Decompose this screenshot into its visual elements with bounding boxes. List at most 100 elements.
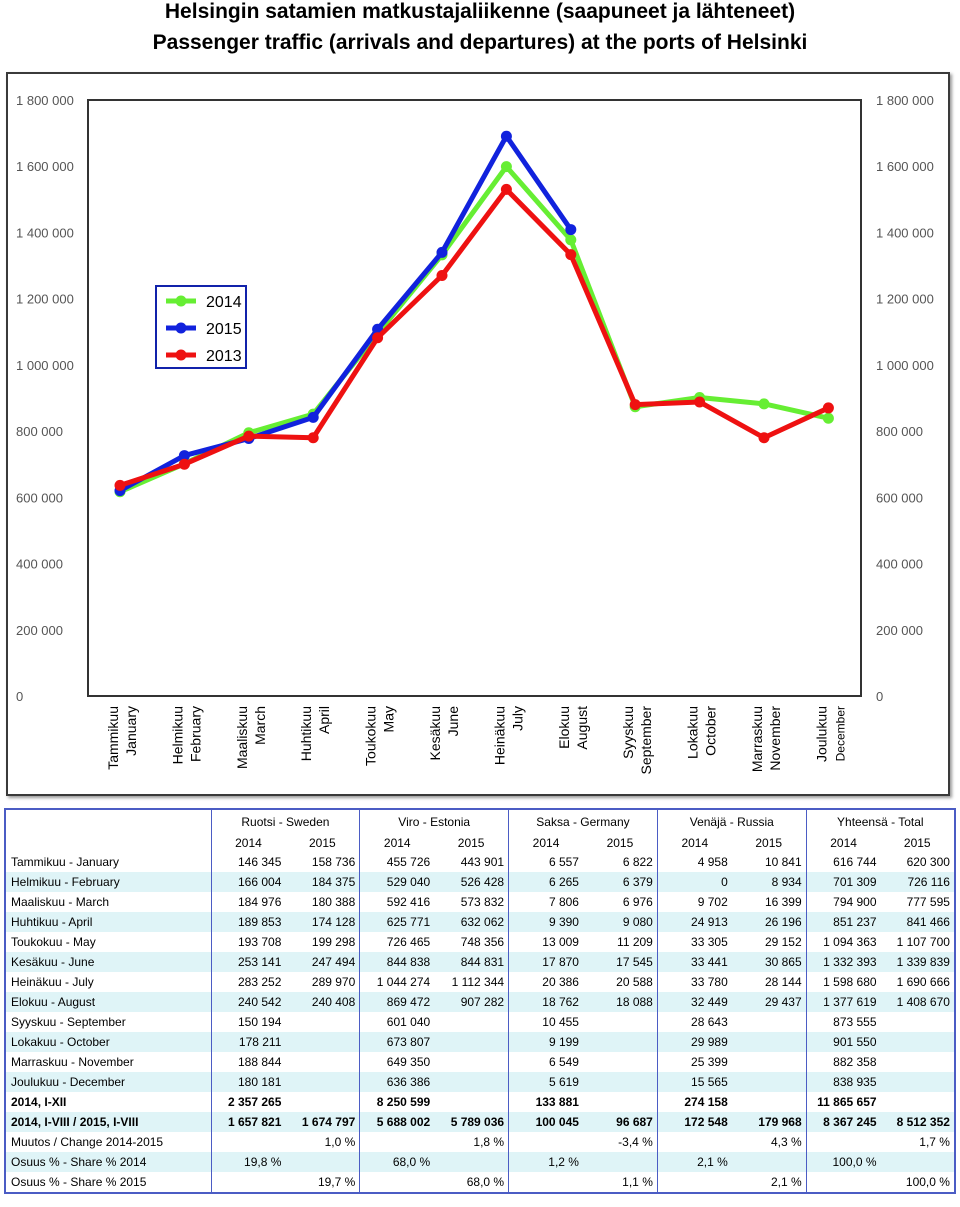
table-cell: 2,1 % — [731, 1172, 807, 1193]
table-cell — [582, 1032, 658, 1052]
row-label: 2014, I-XII — [5, 1092, 212, 1112]
table-cell — [582, 1152, 658, 1172]
table-cell — [731, 1092, 807, 1112]
table-cell: 9 080 — [582, 912, 658, 932]
table-cell — [434, 1092, 510, 1112]
y-tick-label-right: 1 400 000 — [876, 225, 934, 240]
table-cell: 7 806 — [548, 895, 579, 909]
table-cell: 11 209 — [582, 932, 658, 952]
x-tick-label-fi: Kesäkuu — [427, 706, 443, 760]
table-row: 2014, I-XII 2 357 265 8 250 599 133 881 274 … — [5, 1092, 955, 1112]
legend-marker-2015 — [175, 322, 187, 334]
x-tick-label-en: October — [703, 706, 719, 756]
table-cell: 180 181 — [211, 1072, 286, 1092]
table-cell: 616 744 — [833, 855, 877, 869]
table-cell: 455 726 — [386, 855, 431, 869]
table-row: Marraskuu - November 188 844 649 350 6 549 2… — [5, 1052, 955, 1072]
data-point-2013 — [243, 430, 255, 442]
table-cell: 193 708 — [238, 935, 282, 949]
table-cell: 274 158 — [684, 1095, 728, 1109]
row-label: Elokuu - August — [5, 992, 212, 1012]
table-cell: 30 865 — [731, 952, 807, 972]
table-cell: 33 441 — [657, 952, 732, 972]
table-cell: 8 934 — [731, 872, 807, 892]
row-label: 2014, I-VIII / 2015, I-VIII — [5, 1112, 212, 1132]
y-tick-label-right: 1 000 000 — [876, 358, 934, 373]
table-cell: 283 252 — [238, 975, 282, 989]
x-tick-label-en: September — [638, 706, 654, 775]
table-cell: 184 375 — [285, 872, 361, 892]
x-tick-label-fi: Marraskuu — [749, 706, 765, 772]
table-cell: 240 408 — [285, 992, 361, 1012]
table-cell: 2 357 265 — [228, 1095, 282, 1109]
legend-marker-2014 — [175, 295, 187, 307]
x-tick-label-fi: Helmikuu — [169, 706, 185, 764]
table-cell: 9 390 — [508, 912, 583, 932]
table-row: Muutos / Change 2014-2015 1,0 % 1,8 % -3,4 … — [5, 1132, 955, 1152]
x-tick-label-en: May — [381, 706, 397, 732]
table-cell — [285, 1152, 361, 1172]
column-group-header: Ruotsi - Sweden — [211, 809, 361, 834]
table-cell: -3,4 % — [582, 1132, 658, 1152]
table-cell: 1 657 821 — [211, 1112, 286, 1132]
table-cell: 869 472 — [359, 992, 435, 1012]
x-tick-label-en: February — [187, 706, 203, 762]
year-header: 2014 — [681, 836, 709, 850]
table-cell: 1 339 839 — [880, 952, 955, 972]
table-cell: 19,8 % — [211, 1152, 286, 1172]
table-cell: 632 062 — [434, 912, 510, 932]
data-point-2014 — [500, 161, 512, 173]
y-tick-label-left: 0 — [16, 689, 23, 704]
table-cell: 838 935 — [806, 1072, 881, 1092]
table-cell: 96 687 — [582, 1112, 658, 1132]
chart-title-finnish: Helsingin satamien matkustajaliikenne (s… — [164, 0, 796, 23]
table-cell — [731, 1032, 807, 1052]
table-cell: 24 913 — [657, 912, 732, 932]
table-group-header-row: Ruotsi - Sweden Viro - Estonia Saksa - Ger… — [5, 809, 955, 834]
table-row: Kesäkuu - June 253 141 247 494 844 838 844 8… — [5, 952, 955, 972]
year-header: 2014 — [532, 836, 560, 850]
table-cell: 649 350 — [386, 1055, 431, 1069]
table-cell: 29 989 — [657, 1032, 732, 1052]
table-cell: 289 970 — [285, 972, 361, 992]
series-line-2014 — [119, 164, 829, 495]
table-cell: 777 595 — [906, 895, 950, 909]
data-point-2014 — [565, 234, 577, 246]
row-label: Huhtikuu - April — [5, 912, 212, 932]
table-cell: 794 900 — [833, 895, 877, 909]
table-cell: 10 455 — [542, 1015, 579, 1029]
table-cell — [881, 1092, 955, 1112]
table-cell: 701 309 — [806, 872, 881, 892]
x-tick-label-en: December — [833, 706, 847, 761]
y-tick-label-left: 600 000 — [16, 490, 63, 505]
table-cell — [285, 1092, 361, 1112]
y-tick-label-left: 1 800 000 — [16, 93, 74, 108]
line-chart: 0 0 200 000 200 000 400 000 400 000 600 000 600… — [16, 93, 934, 775]
table-cell — [360, 1132, 434, 1152]
table-cell — [582, 1072, 658, 1092]
table-cell: 146 345 — [238, 855, 282, 869]
year-header: 2014 — [830, 836, 857, 850]
table-cell: 6 379 — [582, 872, 658, 892]
table-cell: 133 881 — [535, 1095, 579, 1109]
data-point-2015 — [565, 224, 577, 236]
table-cell: 189 853 — [211, 912, 286, 932]
table-cell — [509, 1132, 583, 1152]
data-table-container: Ruotsi - Sweden Viro - Estonia Saksa - Ger… — [4, 808, 956, 1194]
y-tick-label-right: 800 000 — [876, 424, 923, 439]
table-row: Tammikuu - January 146 345 158 736 455 726 4… — [5, 852, 955, 872]
y-tick-label-right: 600 000 — [876, 490, 923, 505]
table-cell: 1,7 % — [919, 1135, 950, 1149]
table-row: Lokakuu - October 178 211 673 807 9 199 29 9… — [5, 1032, 955, 1052]
header-empty-cell — [5, 834, 212, 852]
series-line-2015 — [118, 133, 573, 493]
data-point-2014 — [822, 412, 834, 424]
header-empty-cell — [5, 809, 212, 834]
table-cell: 199 298 — [285, 932, 361, 952]
data-point-2015 — [307, 411, 319, 423]
data-point-2013 — [114, 479, 126, 491]
row-label: Kesäkuu - June — [5, 952, 212, 972]
table-cell — [360, 1172, 434, 1193]
table-cell — [657, 1132, 731, 1152]
table-cell: 100,0 % — [806, 1152, 881, 1172]
